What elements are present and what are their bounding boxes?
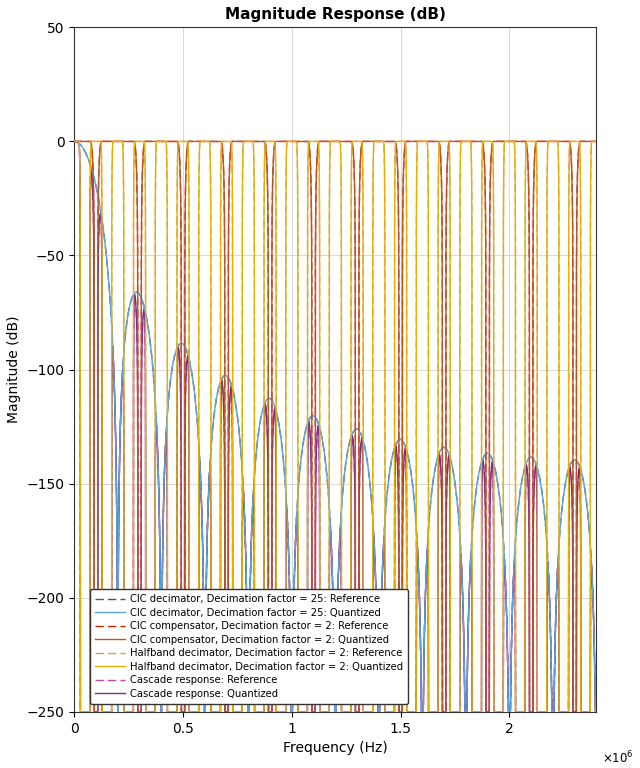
CIC decimator, Decimation factor = 25: Quantized: (1.99e+05, -250): Quantized: (1.99e+05, -250) [114,707,122,717]
X-axis label: Frequency (Hz): Frequency (Hz) [283,741,388,755]
Cascade response: Quantized: (1.99e+06, -207): Quantized: (1.99e+06, -207) [503,610,511,619]
CIC decimator, Decimation factor = 25: Quantized: (1.26e+05, -33.1): Quantized: (1.26e+05, -33.1) [98,212,106,221]
Cascade response: Reference: (1.85e+06, -250): Reference: (1.85e+06, -250) [474,707,481,717]
Cascade response: Reference: (2.5e+06, -250): Reference: (2.5e+06, -250) [614,707,622,717]
CIC compensator, Decimation factor = 2: Quantized: (9.22e+04, -250): Quantized: (9.22e+04, -250) [90,707,98,717]
Halfband decimator, Decimation factor = 2: Reference: (1.48e+06, 0): Reference: (1.48e+06, 0) [392,137,400,146]
CIC decimator, Decimation factor = 25: Reference: (2.5e+06, -140): Reference: (2.5e+06, -140) [614,456,622,465]
Cascade response: Quantized: (2.81e+04, -250): Quantized: (2.81e+04, -250) [77,707,84,717]
Halfband decimator, Decimation factor = 2: Quantized: (2.5e+06, 0): Quantized: (2.5e+06, 0) [614,137,622,146]
Halfband decimator, Decimation factor = 2: Reference: (1.85e+06, -250): Reference: (1.85e+06, -250) [474,707,481,717]
Cascade response: Quantized: (9.05e+05, -250): Quantized: (9.05e+05, -250) [268,707,275,717]
Line: Halfband decimator, Decimation factor = 2: Reference: Halfband decimator, Decimation factor = … [74,141,618,712]
CIC decimator, Decimation factor = 25: Reference: (0, 0): Reference: (0, 0) [70,137,78,146]
CIC decimator, Decimation factor = 25: Quantized: (1.59e+06, -207): Quantized: (1.59e+06, -207) [416,610,424,619]
CIC compensator, Decimation factor = 2: Quantized: (1.99e+06, 0): Quantized: (1.99e+06, 0) [503,137,511,146]
CIC decimator, Decimation factor = 25: Quantized: (1.48e+06, -132): Quantized: (1.48e+06, -132) [392,439,400,449]
Line: CIC compensator, Decimation factor = 2: Quantized: CIC compensator, Decimation factor = 2: … [74,141,618,712]
CIC decimator, Decimation factor = 25: Quantized: (0, 0): Quantized: (0, 0) [70,137,78,146]
CIC compensator, Decimation factor = 2: Quantized: (0, 0): Quantized: (0, 0) [70,137,78,146]
CIC decimator, Decimation factor = 25: Quantized: (9.05e+05, -113): Quantized: (9.05e+05, -113) [268,395,275,404]
CIC compensator, Decimation factor = 2: Quantized: (1.26e+05, 0): Quantized: (1.26e+05, 0) [98,137,106,146]
CIC compensator, Decimation factor = 2: Reference: (9.22e+04, -250): Reference: (9.22e+04, -250) [90,707,98,717]
CIC decimator, Decimation factor = 25: Reference: (1.48e+06, -132): Reference: (1.48e+06, -132) [392,439,400,449]
CIC decimator, Decimation factor = 25: Reference: (1.85e+06, -149): Reference: (1.85e+06, -149) [474,476,481,485]
Cascade response: Reference: (1.99e+06, -207): Reference: (1.99e+06, -207) [503,610,511,619]
CIC compensator, Decimation factor = 2: Quantized: (1.59e+06, 0): Quantized: (1.59e+06, 0) [416,137,424,146]
Halfband decimator, Decimation factor = 2: Quantized: (1.99e+06, 0): Quantized: (1.99e+06, 0) [503,137,511,146]
Halfband decimator, Decimation factor = 2: Reference: (1.59e+06, 0): Reference: (1.59e+06, 0) [416,137,424,146]
Title: Magnitude Response (dB): Magnitude Response (dB) [225,7,446,22]
Cascade response: Reference: (1.48e+06, -134): Reference: (1.48e+06, -134) [392,442,400,452]
CIC compensator, Decimation factor = 2: Reference: (0, 0): Reference: (0, 0) [70,137,78,146]
CIC decimator, Decimation factor = 25: Quantized: (1.85e+06, -149): Quantized: (1.85e+06, -149) [474,476,481,485]
CIC decimator, Decimation factor = 25: Reference: (1.99e+05, -250): Reference: (1.99e+05, -250) [114,707,122,717]
Halfband decimator, Decimation factor = 2: Quantized: (2.81e+04, -250): Quantized: (2.81e+04, -250) [77,707,84,717]
Halfband decimator, Decimation factor = 2: Reference: (2.5e+06, 0): Reference: (2.5e+06, 0) [614,137,622,146]
Halfband decimator, Decimation factor = 2: Quantized: (1.48e+06, 0): Quantized: (1.48e+06, 0) [392,137,400,146]
Halfband decimator, Decimation factor = 2: Reference: (0, 0): Reference: (0, 0) [70,137,78,146]
Cascade response: Quantized: (1.85e+06, -250): Quantized: (1.85e+06, -250) [474,707,481,717]
Cascade response: Reference: (9.05e+05, -250): Reference: (9.05e+05, -250) [268,707,275,717]
CIC compensator, Decimation factor = 2: Quantized: (2.5e+06, -250): Quantized: (2.5e+06, -250) [614,707,622,717]
Line: CIC decimator, Decimation factor = 25: Quantized: CIC decimator, Decimation factor = 25: Q… [74,141,618,712]
Line: Halfband decimator, Decimation factor = 2: Quantized: Halfband decimator, Decimation factor = … [74,141,618,712]
Line: Cascade response: Quantized: Cascade response: Quantized [74,141,618,712]
Y-axis label: Magnitude (dB): Magnitude (dB) [7,316,21,423]
CIC decimator, Decimation factor = 25: Reference: (1.26e+05, -33.1): Reference: (1.26e+05, -33.1) [98,212,106,221]
CIC compensator, Decimation factor = 2: Reference: (9.05e+05, -250): Reference: (9.05e+05, -250) [268,707,275,717]
Cascade response: Quantized: (1.48e+06, -134): Quantized: (1.48e+06, -134) [392,442,400,452]
CIC decimator, Decimation factor = 25: Reference: (1.59e+06, -207): Reference: (1.59e+06, -207) [416,610,424,619]
Cascade response: Quantized: (1.59e+06, -207): Quantized: (1.59e+06, -207) [416,610,424,619]
Halfband decimator, Decimation factor = 2: Quantized: (1.85e+06, -250): Quantized: (1.85e+06, -250) [474,707,481,717]
CIC compensator, Decimation factor = 2: Reference: (1.48e+06, -1.59): Reference: (1.48e+06, -1.59) [392,141,400,150]
CIC decimator, Decimation factor = 25: Reference: (9.05e+05, -113): Reference: (9.05e+05, -113) [268,395,275,404]
Legend: CIC decimator, Decimation factor = 25: Reference, CIC decimator, Decimation fact: CIC decimator, Decimation factor = 25: R… [90,589,408,703]
Halfband decimator, Decimation factor = 2: Reference: (9.05e+05, 0): Reference: (9.05e+05, 0) [268,137,275,146]
Halfband decimator, Decimation factor = 2: Quantized: (9.05e+05, 0): Quantized: (9.05e+05, 0) [268,137,275,146]
Cascade response: Reference: (1.59e+06, -207): Reference: (1.59e+06, -207) [416,610,424,619]
CIC compensator, Decimation factor = 2: Quantized: (9.05e+05, -250): Quantized: (9.05e+05, -250) [268,707,275,717]
Line: Cascade response: Reference: Cascade response: Reference [74,141,618,712]
CIC decimator, Decimation factor = 25: Quantized: (1.99e+06, -207): Quantized: (1.99e+06, -207) [503,610,511,619]
CIC compensator, Decimation factor = 2: Reference: (1.26e+05, 0): Reference: (1.26e+05, 0) [98,137,106,146]
CIC compensator, Decimation factor = 2: Reference: (1.85e+06, 0): Reference: (1.85e+06, 0) [474,137,481,146]
Halfband decimator, Decimation factor = 2: Quantized: (1.26e+05, -11.7): Quantized: (1.26e+05, -11.7) [98,164,106,173]
Cascade response: Quantized: (0, 0): Quantized: (0, 0) [70,137,78,146]
Cascade response: Reference: (0, 0): Reference: (0, 0) [70,137,78,146]
Text: $\times10^6$: $\times10^6$ [602,750,634,766]
Line: CIC compensator, Decimation factor = 2: Reference: CIC compensator, Decimation factor = 2: … [74,141,618,712]
CIC decimator, Decimation factor = 25: Reference: (1.99e+06, -207): Reference: (1.99e+06, -207) [503,610,511,619]
Halfband decimator, Decimation factor = 2: Reference: (1.26e+05, -11.7): Reference: (1.26e+05, -11.7) [98,164,106,173]
Halfband decimator, Decimation factor = 2: Quantized: (0, 0): Quantized: (0, 0) [70,137,78,146]
CIC compensator, Decimation factor = 2: Quantized: (1.48e+06, -1.59): Quantized: (1.48e+06, -1.59) [392,141,400,150]
CIC compensator, Decimation factor = 2: Quantized: (1.85e+06, 0): Quantized: (1.85e+06, 0) [474,137,481,146]
Cascade response: Reference: (1.26e+05, -45): Reference: (1.26e+05, -45) [98,240,106,249]
CIC compensator, Decimation factor = 2: Reference: (1.59e+06, 0): Reference: (1.59e+06, 0) [416,137,424,146]
Halfband decimator, Decimation factor = 2: Reference: (2.81e+04, -250): Reference: (2.81e+04, -250) [77,707,84,717]
Halfband decimator, Decimation factor = 2: Quantized: (1.59e+06, 0): Quantized: (1.59e+06, 0) [416,137,424,146]
CIC compensator, Decimation factor = 2: Reference: (1.99e+06, 0): Reference: (1.99e+06, 0) [503,137,511,146]
CIC compensator, Decimation factor = 2: Reference: (2.5e+06, -250): Reference: (2.5e+06, -250) [614,707,622,717]
Cascade response: Reference: (2.81e+04, -250): Reference: (2.81e+04, -250) [77,707,84,717]
CIC decimator, Decimation factor = 25: Quantized: (2.5e+06, -140): Quantized: (2.5e+06, -140) [614,456,622,465]
Halfband decimator, Decimation factor = 2: Reference: (1.99e+06, 0): Reference: (1.99e+06, 0) [503,137,511,146]
Cascade response: Quantized: (2.5e+06, -250): Quantized: (2.5e+06, -250) [614,707,622,717]
Cascade response: Quantized: (1.26e+05, -45): Quantized: (1.26e+05, -45) [98,240,106,249]
Line: CIC decimator, Decimation factor = 25: Reference: CIC decimator, Decimation factor = 25: R… [74,141,618,712]
